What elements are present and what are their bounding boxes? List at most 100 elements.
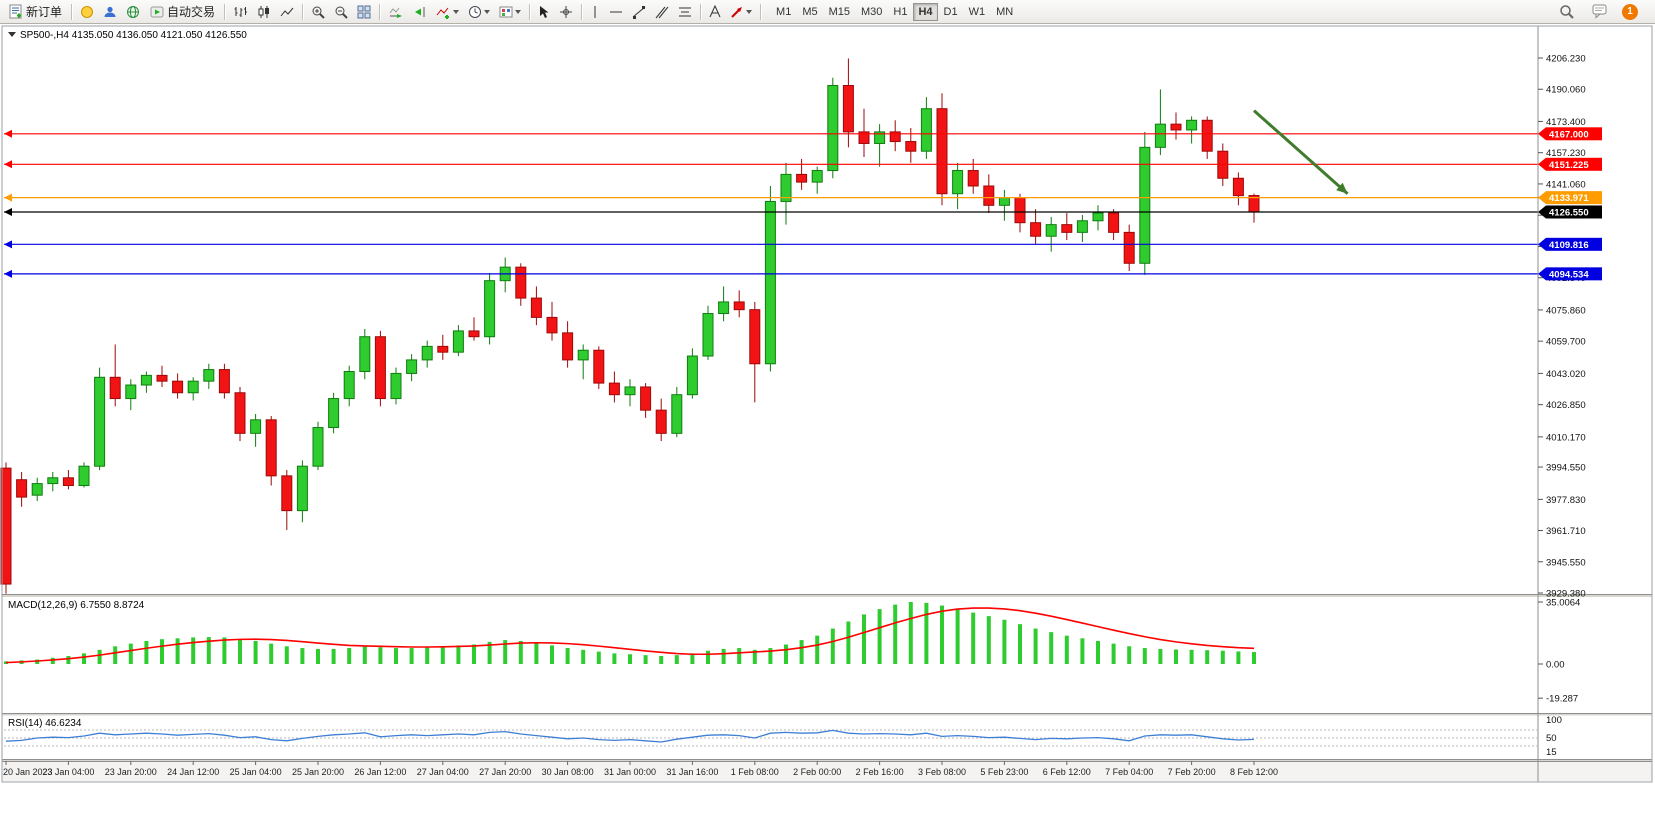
notification-badge[interactable]: 1	[1622, 3, 1638, 20]
candle-body	[359, 336, 371, 373]
zoom-out-icon	[335, 6, 348, 19]
candle-body	[281, 475, 293, 512]
candle-body	[218, 369, 230, 394]
timeframe-button-h1[interactable]: H1	[888, 3, 912, 21]
toolbar-right-group: 1	[1555, 2, 1652, 22]
candle-body	[936, 108, 948, 195]
time-axis-bg	[2, 761, 1652, 781]
fibonacci-icon	[679, 7, 692, 16]
time-label: 20 Jan 2023	[3, 767, 53, 777]
cursor-button[interactable]	[534, 2, 554, 22]
new-order-icon	[9, 4, 22, 19]
candle-body	[546, 316, 558, 334]
time-label: 7 Feb 04:00	[1105, 767, 1153, 777]
svg-text:4094.534: 4094.534	[1549, 269, 1589, 280]
crosshair-button[interactable]	[555, 2, 577, 22]
chart-shift-button[interactable]	[408, 2, 431, 22]
candle-body	[1170, 123, 1182, 131]
candle-body	[1014, 197, 1026, 224]
arrows-tool-button[interactable]	[726, 2, 756, 22]
chart-canvas[interactable]: SP500-,H4 4135.050 4136.050 4121.050 412…	[0, 24, 1655, 826]
price-tick-label: 4206.230	[1546, 54, 1586, 65]
time-label: 27 Jan 20:00	[479, 767, 531, 777]
candlestick-button[interactable]	[253, 2, 275, 22]
indicators-button[interactable]	[432, 2, 463, 22]
chat-button[interactable]	[1588, 2, 1612, 22]
chevron-down-icon	[484, 9, 491, 14]
symbol-dropdown-icon[interactable]	[8, 32, 16, 37]
timeframe-toolbar: M1 M5 M15 M30 H1 H4 D1 W1 MN	[771, 2, 1018, 21]
price-scale[interactable]: 4206.230 4190.060 4173.400 4157.230 4141.060…	[1537, 26, 1602, 782]
price-tick-label: 3994.550	[1546, 463, 1586, 474]
candle-body	[1139, 146, 1151, 264]
macd-label: MACD(12,26,9) 6.7550 8.8724	[8, 600, 145, 611]
vertical-line-button[interactable]	[586, 2, 604, 22]
templates-button[interactable]	[495, 2, 525, 22]
panel-separator[interactable]	[2, 594, 1652, 597]
text-tool-button[interactable]	[705, 2, 725, 22]
search-icon	[1560, 5, 1574, 19]
candle-body	[140, 374, 152, 386]
time-label: 2 Feb 00:00	[793, 767, 841, 777]
candle-body	[1108, 212, 1120, 233]
trendline-button[interactable]	[628, 2, 650, 22]
candle-body	[312, 427, 324, 467]
candle-body	[718, 301, 730, 315]
line-chart-button[interactable]	[276, 2, 298, 22]
candle-body	[468, 330, 480, 338]
panel-separator[interactable]	[2, 713, 1652, 716]
svg-text:4126.550: 4126.550	[1549, 207, 1589, 218]
auto-scroll-button[interactable]	[384, 2, 407, 22]
zoom-out-button[interactable]	[330, 2, 352, 22]
price-tick-label: 4010.170	[1546, 432, 1586, 443]
timeframe-button-mn[interactable]: MN	[991, 3, 1018, 21]
tile-windows-button[interactable]	[353, 2, 375, 22]
timeframe-button-m1[interactable]: M1	[771, 3, 796, 21]
horizontal-line-icon	[610, 11, 623, 12]
horizontal-line-button[interactable]	[605, 2, 627, 22]
candle-body	[920, 108, 932, 152]
autotrading-label: 自动交易	[167, 5, 216, 19]
community-button[interactable]	[99, 2, 121, 22]
trend-arrow-annotation[interactable]	[1253, 109, 1349, 195]
autotrading-button[interactable]: 自动交易	[145, 2, 220, 22]
channel-button[interactable]	[651, 2, 673, 22]
fibonacci-button[interactable]	[674, 2, 696, 22]
timeframe-button-d1[interactable]: D1	[939, 3, 963, 21]
text-icon	[709, 5, 721, 18]
chart-window-bg	[2, 26, 1652, 782]
timeframe-button-m15[interactable]: M15	[824, 3, 855, 21]
price-tag-4126.550: 4126.550	[1538, 205, 1602, 219]
search-button[interactable]	[1555, 2, 1578, 22]
bar-chart-button[interactable]	[229, 2, 252, 22]
candle-body	[967, 170, 979, 187]
chart-title: SP500-,H4 4135.050 4136.050 4121.050 412…	[20, 30, 247, 41]
favorites-button[interactable]	[76, 2, 98, 22]
new-order-button[interactable]: 新订单	[3, 2, 67, 22]
timeframe-button-m30[interactable]: M30	[856, 3, 887, 21]
candle-body	[608, 382, 620, 396]
arrows-icon	[731, 6, 743, 18]
candle-body	[125, 384, 137, 400]
hline-left-marker	[4, 207, 12, 216]
rsi-label: RSI(14) 46.6234	[8, 718, 82, 729]
candle-body	[811, 170, 823, 183]
candle-body	[31, 483, 43, 496]
web-button[interactable]	[122, 2, 144, 22]
price-tick-label: 3929.380	[1546, 589, 1586, 600]
zoom-in-button[interactable]	[307, 2, 329, 22]
toolbar-separator	[302, 3, 304, 20]
macd-panel: MACD(12,26,9) 6.7550 8.8724 35.0064 0.00 -1…	[4, 598, 1580, 705]
candle-body	[796, 173, 808, 183]
timeframe-button-h4[interactable]: H4	[913, 2, 938, 21]
periods-button[interactable]	[464, 2, 494, 22]
time-label: 1 Feb 08:00	[731, 767, 779, 777]
timeframe-button-m5[interactable]: M5	[797, 3, 822, 21]
candle-body	[624, 386, 636, 396]
timeframe-button-w1[interactable]: W1	[964, 3, 991, 21]
candle-body	[16, 479, 28, 498]
svg-text:4109.816: 4109.816	[1549, 240, 1589, 251]
candle-body	[172, 380, 184, 394]
main-chart-panel[interactable]	[0, 58, 1538, 594]
